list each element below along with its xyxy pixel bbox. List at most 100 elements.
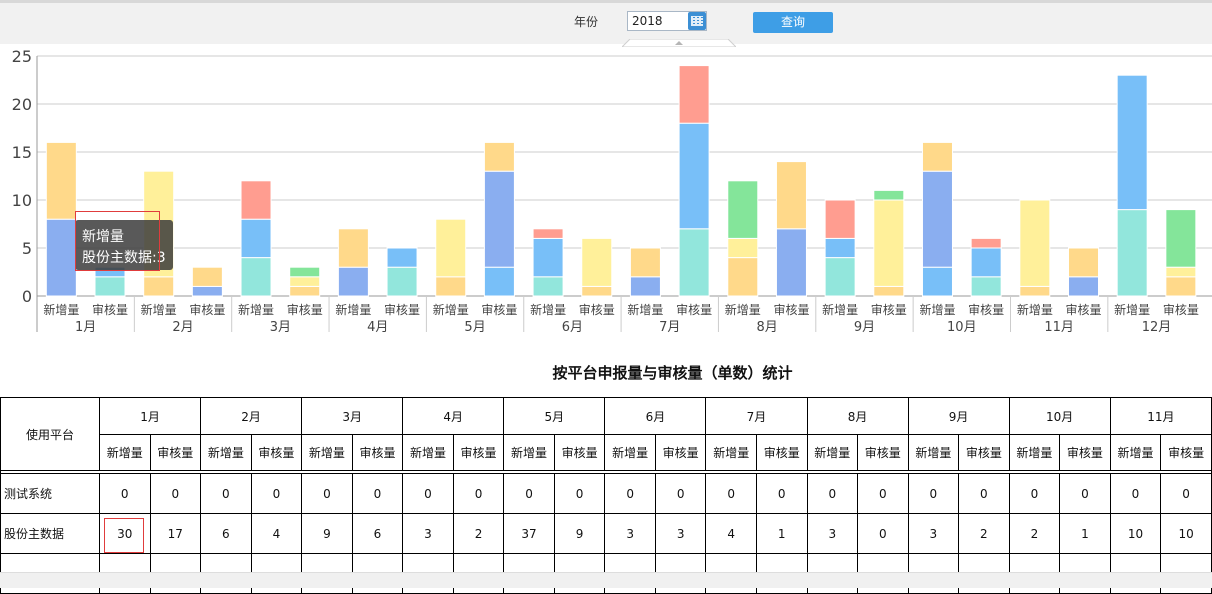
bar-segment — [1019, 199, 1051, 287]
sub-header: 审核量 — [149, 434, 202, 471]
x-subcategory-label: 新增量 — [1114, 302, 1150, 317]
x-month-label: 9月 — [854, 320, 875, 335]
value-cell: 0 — [553, 473, 606, 514]
x-month-label: 4月 — [367, 320, 388, 335]
bar-segment — [629, 247, 661, 278]
value-cell: 9 — [301, 513, 353, 554]
value-cell: 4 — [250, 513, 303, 554]
value-cell: 0 — [1109, 473, 1162, 514]
month-header: 10月 — [1008, 397, 1111, 435]
value-cell: 10 — [1160, 513, 1212, 554]
value-cell: 30 — [98, 513, 151, 554]
x-subcategory-label: 审核量 — [1065, 302, 1101, 317]
x-month-label: 8月 — [756, 320, 777, 335]
value-cell: 0 — [250, 473, 303, 514]
calendar-icon[interactable] — [688, 12, 706, 30]
bar-segment — [727, 257, 759, 297]
x-subcategory-label: 新增量 — [238, 302, 274, 317]
x-month-label: 2月 — [172, 320, 193, 335]
toolbar: 年份 查询 — [0, 0, 1212, 47]
sub-header: 审核量 — [1160, 434, 1212, 471]
value-cell: 0 — [806, 473, 859, 514]
bar-segment — [775, 161, 807, 230]
month-header: 2月 — [200, 397, 303, 435]
sub-header: 审核量 — [857, 434, 909, 471]
value-cell: 2 — [958, 513, 1010, 554]
value-cell: 3 — [806, 513, 859, 554]
bar-segment — [483, 141, 515, 172]
bar-segment — [289, 285, 321, 297]
x-subcategory-label: 审核量 — [968, 302, 1004, 317]
month-header: 1月 — [98, 397, 202, 435]
tooltip-label: 股份主数据 — [82, 250, 152, 266]
bar-segment — [873, 285, 905, 297]
value-cell: 4 — [705, 513, 757, 554]
bar-segment — [1165, 276, 1197, 297]
bar-segment — [386, 266, 418, 297]
x-subcategory-label: 审核量 — [92, 302, 128, 317]
value-cell: 0 — [98, 473, 151, 514]
x-subcategory-label: 新增量 — [919, 302, 955, 317]
sub-header: 新增量 — [907, 434, 960, 471]
table-row: 测试系统 0 0 0 0 0 0 0 0 0 0 0 0 0 0 0 0 0 0 0 0 0 0 — [0, 473, 1212, 514]
value-cell: 0 — [604, 473, 656, 514]
x-subcategory-label: 审核量 — [384, 302, 420, 317]
x-subcategory-label: 新增量 — [530, 302, 566, 317]
value-cell: 17 — [149, 513, 202, 554]
x-month-label: 7月 — [659, 320, 680, 335]
value-cell: 37 — [503, 513, 555, 554]
year-label: 年份 — [574, 15, 599, 29]
platform-name-cell: 测试系统 — [0, 473, 100, 514]
y-tick-label: 20 — [12, 95, 32, 114]
value-cell: 0 — [958, 473, 1010, 514]
bar-segment — [483, 266, 515, 297]
bar-segment — [824, 199, 856, 239]
y-tick-label: 5 — [22, 239, 32, 258]
value-cell: 0 — [351, 473, 404, 514]
sub-header: 审核量 — [452, 434, 505, 471]
chevron-up-icon — [675, 41, 683, 45]
bar-segment — [921, 141, 953, 172]
bar-segment — [337, 228, 369, 268]
platform-name-cell: 股份主数据 — [0, 513, 100, 554]
x-subcategory-label: 审核量 — [189, 302, 225, 317]
bar-segment — [1165, 209, 1197, 268]
sub-header: 新增量 — [1008, 434, 1061, 471]
value-cell: 2 — [452, 513, 505, 554]
bar-segment — [1165, 266, 1197, 278]
table-title: 按平台申报量与审核量（单数）统计 — [552, 364, 793, 382]
collapse-toggle[interactable] — [622, 39, 736, 47]
sub-header: 新增量 — [604, 434, 656, 471]
value-cell: 6 — [351, 513, 404, 554]
sub-header: 审核量 — [351, 434, 404, 471]
sub-header: 审核量 — [1059, 434, 1111, 471]
bar-segment — [824, 257, 856, 297]
y-tick-label: 0 — [22, 287, 32, 306]
value-cell: 0 — [755, 473, 808, 514]
value-cell: 0 — [1059, 473, 1111, 514]
x-subcategory-label: 审核量 — [287, 302, 323, 317]
value-cell: 0 — [200, 473, 252, 514]
x-subcategory-label: 新增量 — [627, 302, 663, 317]
value-cell: 0 — [1160, 473, 1212, 514]
value-cell: 0 — [452, 473, 505, 514]
bar-segment — [970, 247, 1002, 278]
value-cell: 0 — [402, 473, 454, 514]
query-button[interactable]: 查询 — [753, 12, 833, 33]
horizontal-scrollbar[interactable] — [0, 572, 1212, 588]
sub-header: 新增量 — [705, 434, 757, 471]
x-subcategory-label: 新增量 — [43, 302, 79, 317]
x-subcategory-label: 新增量 — [335, 302, 371, 317]
bar-segment — [970, 276, 1002, 297]
month-header: 5月 — [503, 397, 606, 435]
bar-segment — [45, 218, 77, 297]
x-subcategory-label: 审核量 — [676, 302, 712, 317]
table-subheader-row: 新增量 审核量 新增量 审核量 新增量 审核量 新增量 审核量 新增量 审核量 新增量 审核量 新增量审… — [1, 434, 1212, 471]
bar-segment — [289, 266, 321, 278]
x-subcategory-label: 新增量 — [433, 302, 469, 317]
year-input[interactable] — [627, 11, 707, 31]
x-month-label: 10月 — [947, 320, 977, 335]
chart-tooltip: 新增量 股份主数据:3 — [75, 220, 173, 270]
x-subcategory-label: 新增量 — [725, 302, 761, 317]
bar-segment — [94, 276, 126, 297]
